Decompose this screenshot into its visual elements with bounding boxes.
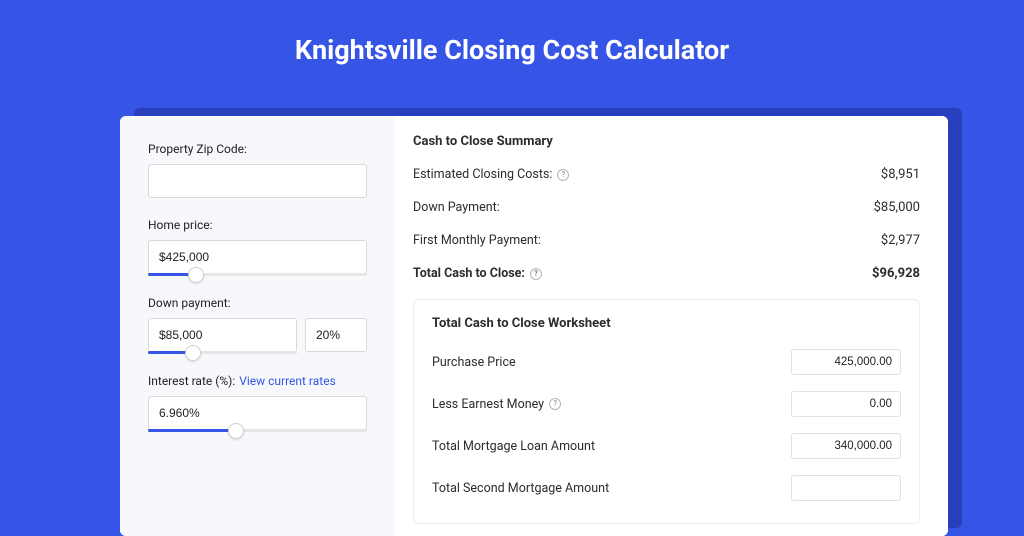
summary-row-label: Estimated Closing Costs: [413, 167, 552, 182]
summary-row: Estimated Closing Costs: ? $8,951 [413, 167, 920, 182]
summary-row-value: $85,000 [874, 200, 920, 215]
down-payment-label: Down payment: [148, 296, 367, 310]
summary-panel: Cash to Close Summary Estimated Closing … [395, 116, 948, 536]
zip-label: Property Zip Code: [148, 142, 367, 156]
summary-total-value: $96,928 [872, 266, 920, 281]
summary-total-label: Total Cash to Close: [413, 266, 525, 281]
summary-total-row: Total Cash to Close: ? $96,928 [413, 266, 920, 281]
zip-input[interactable] [148, 164, 367, 198]
inputs-panel: Property Zip Code: Home price: Down paym… [120, 116, 395, 536]
worksheet-row: Total Mortgage Loan Amount [432, 433, 901, 459]
summary-row-value: $2,977 [881, 233, 920, 248]
worksheet-row-label: Total Mortgage Loan Amount [432, 439, 595, 454]
worksheet-row: Purchase Price [432, 349, 901, 375]
worksheet-row-label: Less Earnest Money [432, 397, 544, 412]
page-title: Knightsville Closing Cost Calculator [0, 0, 1024, 88]
summary-title: Cash to Close Summary [413, 134, 920, 149]
worksheet-row-label: Purchase Price [432, 355, 516, 370]
interest-rate-slider[interactable] [148, 429, 367, 432]
interest-rate-input[interactable] [148, 396, 367, 430]
interest-rate-slider-fill [148, 429, 236, 432]
worksheet-card: Total Cash to Close Worksheet Purchase P… [413, 299, 920, 524]
help-icon[interactable]: ? [530, 268, 542, 280]
summary-row: Down Payment: $85,000 [413, 200, 920, 215]
home-price-slider[interactable] [148, 273, 367, 276]
home-price-input[interactable] [148, 240, 367, 274]
summary-row-value: $8,951 [881, 167, 920, 182]
worksheet-row-label: Total Second Mortgage Amount [432, 481, 609, 496]
interest-rate-slider-thumb[interactable] [228, 423, 244, 439]
mortgage-loan-input[interactable] [791, 433, 901, 459]
worksheet-row: Less Earnest Money ? [432, 391, 901, 417]
earnest-money-input[interactable] [791, 391, 901, 417]
down-payment-slider[interactable] [148, 351, 297, 354]
home-price-slider-thumb[interactable] [188, 267, 204, 283]
interest-rate-label-row: Interest rate (%): View current rates [148, 374, 367, 388]
calculator-card: Property Zip Code: Home price: Down paym… [120, 116, 948, 536]
down-payment-input[interactable] [148, 318, 297, 352]
worksheet-row: Total Second Mortgage Amount [432, 475, 901, 501]
zip-field-group: Property Zip Code: [148, 142, 367, 198]
view-rates-link[interactable]: View current rates [239, 374, 336, 388]
down-payment-slider-thumb[interactable] [185, 345, 201, 361]
summary-row-label: First Monthly Payment: [413, 233, 541, 248]
down-payment-pct-input[interactable] [305, 318, 367, 352]
help-icon[interactable]: ? [549, 398, 561, 410]
worksheet-title: Total Cash to Close Worksheet [432, 316, 901, 331]
interest-rate-label: Interest rate (%): [148, 374, 235, 388]
home-price-field-group: Home price: [148, 218, 367, 276]
summary-row-label: Down Payment: [413, 200, 500, 215]
home-price-label: Home price: [148, 218, 367, 232]
down-payment-field-group: Down payment: [148, 296, 367, 354]
second-mortgage-input[interactable] [791, 475, 901, 501]
purchase-price-input[interactable] [791, 349, 901, 375]
summary-row: First Monthly Payment: $2,977 [413, 233, 920, 248]
help-icon[interactable]: ? [557, 169, 569, 181]
interest-rate-field-group: Interest rate (%): View current rates [148, 374, 367, 432]
